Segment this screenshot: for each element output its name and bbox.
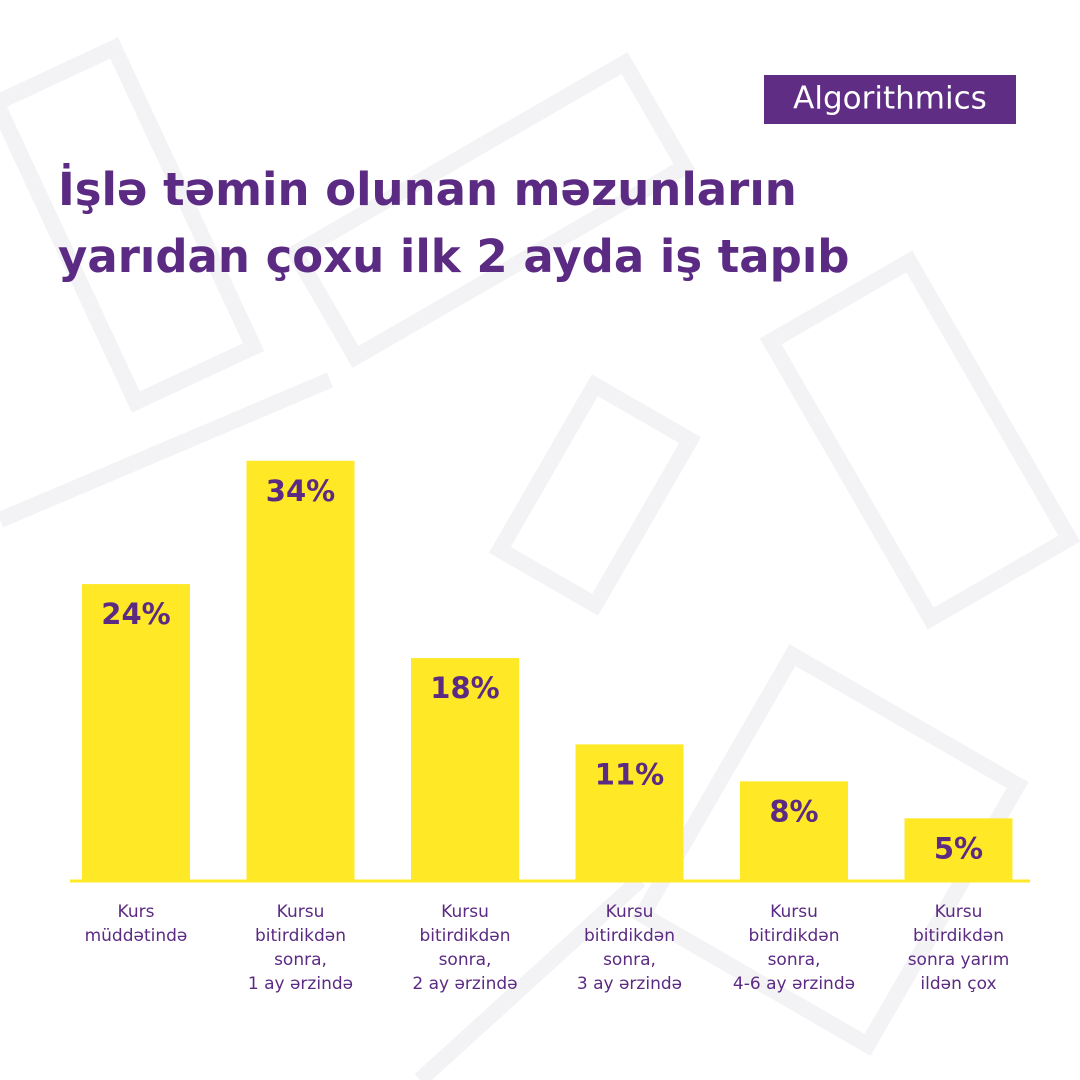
category-label: bitirdikdən bbox=[420, 926, 511, 946]
bar bbox=[411, 658, 519, 880]
category-label: 2 ay ərzində bbox=[412, 974, 517, 994]
category-label: bitirdikdən bbox=[584, 926, 675, 946]
category-label: 3 ay ərzində bbox=[577, 974, 682, 994]
value-label: 18% bbox=[430, 671, 499, 705]
category-label: Kursu bbox=[770, 902, 818, 922]
logo-box bbox=[764, 75, 1016, 124]
value-label: 8% bbox=[769, 794, 818, 828]
category-label: müddətində bbox=[85, 926, 188, 946]
bar bbox=[740, 781, 848, 880]
value-label: 11% bbox=[595, 757, 664, 791]
category-label: Kurs bbox=[118, 902, 155, 922]
title: İşlə təmin olunan məzunların bbox=[58, 163, 797, 216]
bar bbox=[82, 584, 190, 880]
background-pattern bbox=[0, 37, 1080, 1080]
category-label: 1 ay ərzində bbox=[248, 974, 353, 994]
category-label: ildən çox bbox=[920, 974, 996, 994]
category-label: sonra, bbox=[603, 950, 656, 970]
bar bbox=[575, 744, 684, 880]
category-label: sonra, bbox=[439, 950, 492, 970]
category-label: sonra yarım bbox=[908, 950, 1010, 970]
category-label: bitirdikdən bbox=[255, 926, 346, 946]
category-label: sonra, bbox=[274, 950, 327, 970]
value-label: 5% bbox=[934, 831, 983, 865]
logo: Algorithmics bbox=[793, 81, 987, 117]
value-label: 24% bbox=[101, 597, 170, 631]
category-label: Kursu bbox=[935, 902, 983, 922]
bar bbox=[246, 460, 355, 880]
category-label: Kursu bbox=[606, 902, 654, 922]
category-label: bitirdikdən bbox=[749, 926, 840, 946]
category-label: sonra, bbox=[768, 950, 821, 970]
category-label: bitirdikdən bbox=[913, 926, 1004, 946]
category-label: Kursu bbox=[441, 902, 489, 922]
title: yarıdan çoxu ilk 2 ayda iş tapıb bbox=[58, 230, 850, 283]
value-label: 34% bbox=[266, 474, 335, 508]
bar bbox=[904, 818, 1013, 880]
category-label: Kursu bbox=[277, 902, 325, 922]
category-label: 4-6 ay ərzində bbox=[733, 974, 855, 994]
